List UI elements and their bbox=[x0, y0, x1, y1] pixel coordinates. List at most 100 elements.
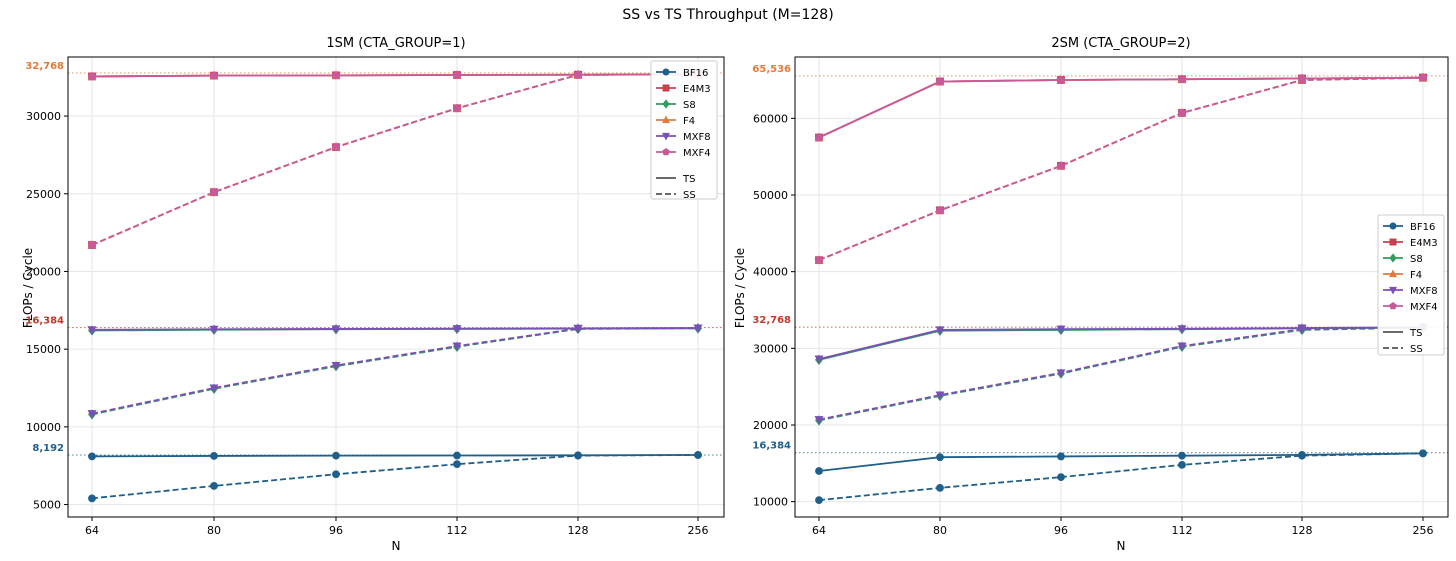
y-tick-label: 60000 bbox=[753, 112, 788, 125]
y-tick-label: 40000 bbox=[753, 266, 788, 279]
data-point-mxf8-ss bbox=[209, 384, 219, 393]
x-axis-label: N bbox=[1117, 539, 1126, 553]
legend-label: MXF8 bbox=[1410, 286, 1438, 297]
data-point-bf16-ts bbox=[694, 451, 702, 459]
x-tick-label: 256 bbox=[1413, 524, 1434, 537]
y-tick-label: 50000 bbox=[753, 189, 788, 202]
data-point-mxf8-ts bbox=[452, 325, 462, 334]
data-point-mxf8-ts bbox=[573, 324, 583, 334]
x-tick-label: 80 bbox=[933, 524, 947, 537]
x-tick-label: 96 bbox=[1054, 524, 1068, 537]
data-point-mxf8-ts bbox=[693, 324, 703, 333]
legend-label: MXF4 bbox=[1410, 302, 1438, 313]
series-line-bf16-ss bbox=[91, 454, 699, 500]
legend-label: E4M3 bbox=[683, 84, 711, 95]
plot-frame bbox=[67, 56, 725, 518]
legend-label: MXF4 bbox=[683, 148, 711, 159]
y-axis-label: FLOPs / Cycle bbox=[733, 248, 747, 328]
data-point-bf16-ts bbox=[453, 451, 461, 460]
data-point-bf16-ts bbox=[1419, 449, 1427, 458]
reference-line-label: 8,192 bbox=[32, 443, 64, 454]
legend-marker bbox=[662, 147, 670, 156]
data-point-mxf8-ts bbox=[814, 355, 824, 365]
data-point-bf16-ss bbox=[88, 494, 96, 503]
data-point-mxf8-ss bbox=[1177, 342, 1187, 351]
y-axis-label: FLOPs / Cycle bbox=[21, 248, 35, 328]
reference-line-label: 32,768 bbox=[752, 315, 791, 326]
data-point-mxf4-ss bbox=[452, 103, 462, 112]
legend-marker bbox=[661, 132, 671, 141]
series-line-f4-ss bbox=[818, 76, 1424, 261]
y-tick-label: 30000 bbox=[753, 342, 788, 355]
series-line-bf16-ts bbox=[818, 452, 1424, 472]
data-point-bf16-ts bbox=[1178, 451, 1186, 460]
legend-label: S8 bbox=[683, 100, 696, 111]
legend-marker bbox=[662, 99, 670, 109]
data-point-mxf4-ss bbox=[331, 142, 341, 151]
data-point-bf16-ts bbox=[332, 451, 340, 460]
data-point-mxf8-ts bbox=[1177, 325, 1187, 334]
series-line-f4-ss bbox=[91, 73, 699, 246]
data-point-bf16-ts bbox=[88, 452, 96, 461]
legend-label: BF16 bbox=[1410, 222, 1435, 233]
data-point-bf16-ts bbox=[1057, 452, 1065, 461]
y-tick-label: 10000 bbox=[753, 496, 788, 509]
series-line-e4m3-ss bbox=[91, 73, 699, 246]
x-tick-label: 64 bbox=[812, 524, 826, 537]
x-tick-label: 128 bbox=[568, 524, 589, 537]
data-point-bf16-ts bbox=[815, 467, 823, 475]
legend-style-label: SS bbox=[1410, 344, 1423, 355]
y-tick-label: 20000 bbox=[26, 265, 61, 278]
data-point-bf16-ss bbox=[1178, 460, 1186, 469]
legend-marker bbox=[662, 84, 670, 92]
chart-2sm: 2SM (CTA_GROUP=2) N FLOPs / Cycle 65,536… bbox=[733, 36, 1449, 553]
x-tick-label: 80 bbox=[207, 524, 221, 537]
legend-marker bbox=[662, 68, 670, 76]
chart-title: 1SM (CTA_GROUP=1) bbox=[326, 36, 465, 51]
data-point-mxf4-ts bbox=[573, 70, 583, 79]
x-tick-label: 112 bbox=[1172, 524, 1193, 537]
data-point-mxf4-ss bbox=[87, 240, 97, 249]
legend-style-label: SS bbox=[683, 190, 696, 201]
legend-marker bbox=[1389, 253, 1397, 263]
legend-style-label: TS bbox=[1409, 328, 1422, 339]
series-line-mxf4-ts bbox=[818, 76, 1424, 139]
legend-marker bbox=[1389, 238, 1397, 246]
reference-line-label: 65,536 bbox=[752, 64, 791, 75]
x-axis-label: N bbox=[392, 539, 401, 553]
x-tick-label: 112 bbox=[447, 524, 468, 537]
series-line-f4-ts bbox=[818, 76, 1424, 139]
legend-label: E4M3 bbox=[1410, 238, 1438, 249]
series-line-e4m3-ss bbox=[818, 76, 1424, 261]
data-point-bf16-ss bbox=[1057, 473, 1065, 482]
figure-title: SS vs TS Throughput (M=128) bbox=[622, 7, 833, 23]
data-point-mxf4-ts bbox=[331, 70, 341, 79]
legend: BF16 E4M3 S8 F4 MXF8 MXF4 TS SS bbox=[650, 60, 718, 201]
series-line-mxf8-ts bbox=[91, 327, 699, 331]
legend-box bbox=[1377, 214, 1445, 356]
data-point-mxf4-ss bbox=[935, 205, 945, 214]
data-point-mxf4-ss bbox=[1056, 161, 1066, 170]
x-tick-label: 128 bbox=[1292, 524, 1313, 537]
chart-title: 2SM (CTA_GROUP=2) bbox=[1051, 36, 1190, 51]
data-point-mxf4-ts bbox=[1177, 74, 1187, 83]
series-line-mxf4-ts bbox=[91, 73, 699, 78]
data-point-mxf8-ss bbox=[1056, 369, 1066, 378]
y-tick-label: 30000 bbox=[26, 110, 61, 123]
data-point-mxf8-ts bbox=[87, 326, 97, 335]
legend-label: F4 bbox=[1410, 270, 1422, 281]
data-point-bf16-ts bbox=[1298, 450, 1306, 459]
data-point-mxf8-ts bbox=[331, 325, 341, 334]
chart-1sm: 1SM (CTA_GROUP=1) N FLOPs / Cycle 32,768… bbox=[21, 36, 725, 553]
data-point-mxf4-ts bbox=[87, 71, 97, 81]
series-line-s8-ss bbox=[91, 327, 699, 416]
series-line-mxf8-ts bbox=[818, 326, 1424, 360]
data-point-mxf4-ts bbox=[1297, 73, 1307, 83]
legend-marker bbox=[1388, 286, 1398, 295]
data-point-mxf8-ss bbox=[87, 410, 97, 419]
legend: BF16 E4M3 S8 F4 MXF8 MXF4 TS SS bbox=[1377, 214, 1445, 356]
legend-marker bbox=[1388, 269, 1398, 278]
data-point-bf16-ss bbox=[210, 482, 218, 490]
data-point-mxf4-ts bbox=[1056, 75, 1066, 84]
data-point-mxf8-ts bbox=[1056, 325, 1066, 335]
